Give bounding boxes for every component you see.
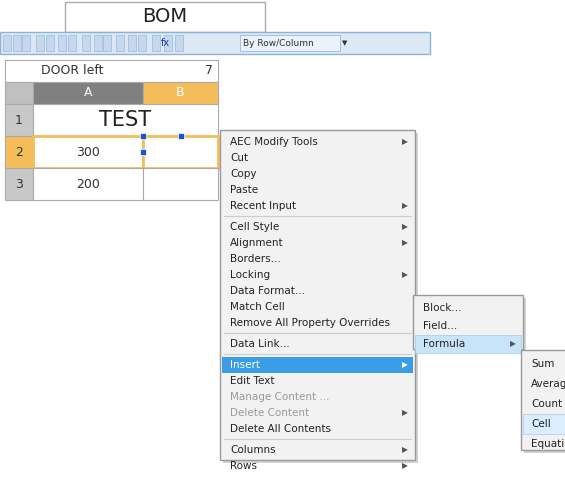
Text: Delete All Contents: Delete All Contents [230,424,331,434]
Text: A: A [84,86,92,99]
Text: ▶: ▶ [402,239,408,248]
Text: ▶: ▶ [402,360,408,370]
Bar [523,414,565,434]
Text: DOOR left: DOOR left [41,64,103,77]
Bar [58,35,66,51]
Text: fx: fx [160,38,170,48]
Text: Delete Content: Delete Content [230,408,309,418]
Text: Sum: Sum [531,359,554,369]
Text: B: B [176,86,185,99]
Bar [175,35,183,51]
Text: 2: 2 [15,145,23,158]
Bar [128,35,136,51]
Text: Cell Style: Cell Style [230,222,279,232]
Text: Field...: Field... [423,321,457,331]
Bar [143,136,218,168]
Text: Remove All Property Overrides: Remove All Property Overrides [230,318,390,328]
Text: Rows: Rows [230,461,257,471]
Bar [22,35,30,51]
Text: Cell: Cell [531,419,551,429]
Text: Equation: Equation [531,439,565,449]
Text: Insert: Insert [230,360,260,370]
Text: Recent Input: Recent Input [230,201,296,211]
Bar [140,133,146,139]
Bar [33,136,143,168]
Text: 3: 3 [15,178,23,191]
Bar [68,35,76,51]
Text: BOM: BOM [142,8,188,26]
Bar [5,104,33,136]
Text: Cut: Cut [230,153,248,163]
Text: Match Cell: Match Cell [230,302,285,312]
Bar [103,35,111,51]
Bar [82,35,90,51]
Bar [46,35,54,51]
Bar [416,298,526,352]
Bar [36,35,44,51]
Text: Edit Text: Edit Text [230,376,275,386]
Text: TEST: TEST [99,110,151,130]
Bar [240,35,340,51]
Text: Columns: Columns [230,445,276,455]
Text: ▶: ▶ [402,137,408,146]
Text: Borders...: Borders... [230,254,281,264]
Bar [13,35,21,51]
Text: ▶: ▶ [402,202,408,211]
Text: Block...: Block... [423,303,462,313]
Bar [222,357,413,373]
Text: Data Format...: Data Format... [230,286,305,296]
Bar [33,168,143,200]
Bar [143,168,218,200]
Text: 1: 1 [15,113,23,127]
Text: Formula: Formula [423,339,465,349]
Bar [116,35,124,51]
Bar [413,295,523,349]
Bar [5,82,33,104]
Text: 300: 300 [76,145,100,158]
Bar [5,60,218,82]
Text: ▶: ▶ [402,271,408,279]
Text: Copy: Copy [230,169,257,179]
Text: 7: 7 [205,64,213,77]
Text: ▼: ▼ [342,40,347,46]
Text: Average: Average [531,379,565,389]
Text: Locking: Locking [230,270,270,280]
Bar [3,35,11,51]
Bar [521,350,565,450]
Text: ▶: ▶ [402,445,408,455]
Text: Alignment: Alignment [230,238,284,248]
Bar [5,136,33,168]
Bar [33,82,143,104]
Text: ▶: ▶ [402,408,408,418]
Bar [152,35,160,51]
Bar [65,2,265,32]
Text: Count: Count [531,399,562,409]
Text: Paste: Paste [230,185,258,195]
Text: Data Link...: Data Link... [230,339,290,349]
Bar [223,133,418,463]
Text: Manage Content ...: Manage Content ... [230,392,329,402]
Text: ▶: ▶ [402,223,408,231]
Bar [138,35,146,51]
Bar [220,130,415,460]
Text: By Row/Column: By Row/Column [243,38,314,48]
Text: AEC Modify Tools: AEC Modify Tools [230,137,318,147]
Bar [177,133,184,139]
Bar [33,104,218,136]
Bar [415,335,521,353]
Bar [140,149,146,155]
Bar [94,35,102,51]
Bar [5,168,33,200]
Bar [0,32,430,54]
Bar [524,353,565,453]
Bar [143,82,218,104]
Bar [164,35,172,51]
Text: 200: 200 [76,178,100,191]
Text: ▶: ▶ [402,461,408,470]
Text: ▶: ▶ [510,339,516,348]
